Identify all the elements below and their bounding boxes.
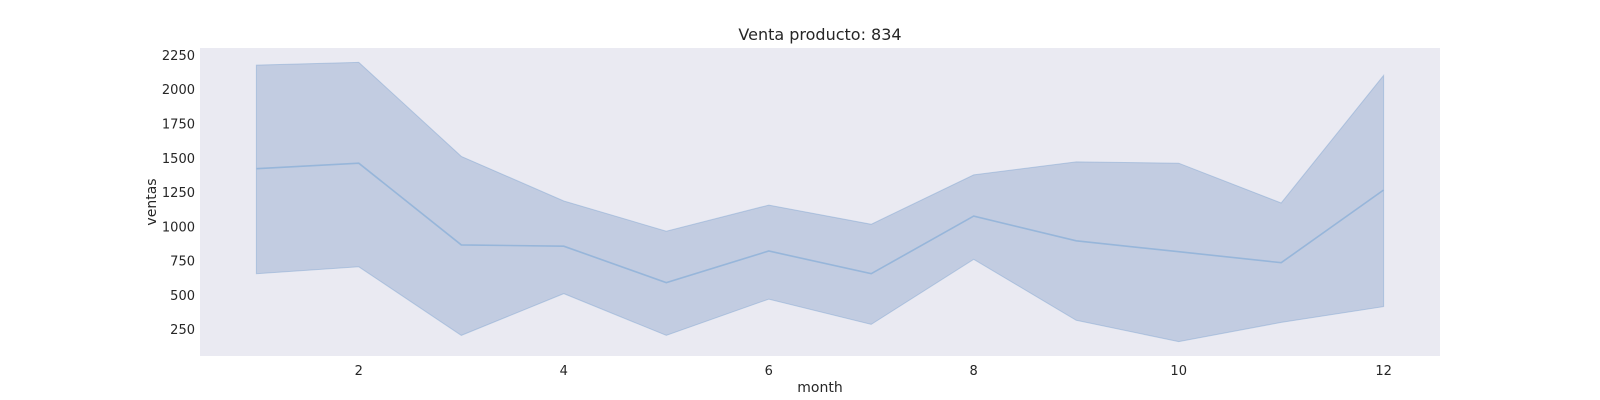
y-tick-label: 1500 <box>162 152 195 167</box>
x-tick-label: 10 <box>1170 364 1187 379</box>
x-tick-label: 6 <box>765 364 773 379</box>
y-tick-label: 250 <box>170 323 195 338</box>
chart-marks <box>255 61 1385 343</box>
y-tick-label: 1250 <box>162 186 195 201</box>
x-tick-label: 2 <box>355 364 363 379</box>
series-line <box>256 162 1385 284</box>
chart-title: Venta producto: 834 <box>738 25 901 44</box>
x-axis-ticks: 2 4 6 8 10 12 <box>355 364 1392 379</box>
y-tick-label: 1000 <box>162 220 195 235</box>
x-tick-label: 4 <box>560 364 568 379</box>
y-tick-label: 1750 <box>162 118 195 133</box>
confidence-band <box>255 61 1385 343</box>
y-axis-label: ventas <box>144 178 160 225</box>
x-tick-label: 8 <box>970 364 978 379</box>
y-tick-label: 2000 <box>162 83 195 98</box>
y-tick-label: 2250 <box>162 49 195 64</box>
x-axis-label: month <box>797 380 842 396</box>
y-tick-label: 750 <box>170 255 195 270</box>
y-axis-ticks: 250 500 750 1000 1250 1500 1750 2000 2250 <box>162 49 195 338</box>
y-tick-label: 500 <box>170 289 195 304</box>
x-tick-label: 12 <box>1375 364 1392 379</box>
